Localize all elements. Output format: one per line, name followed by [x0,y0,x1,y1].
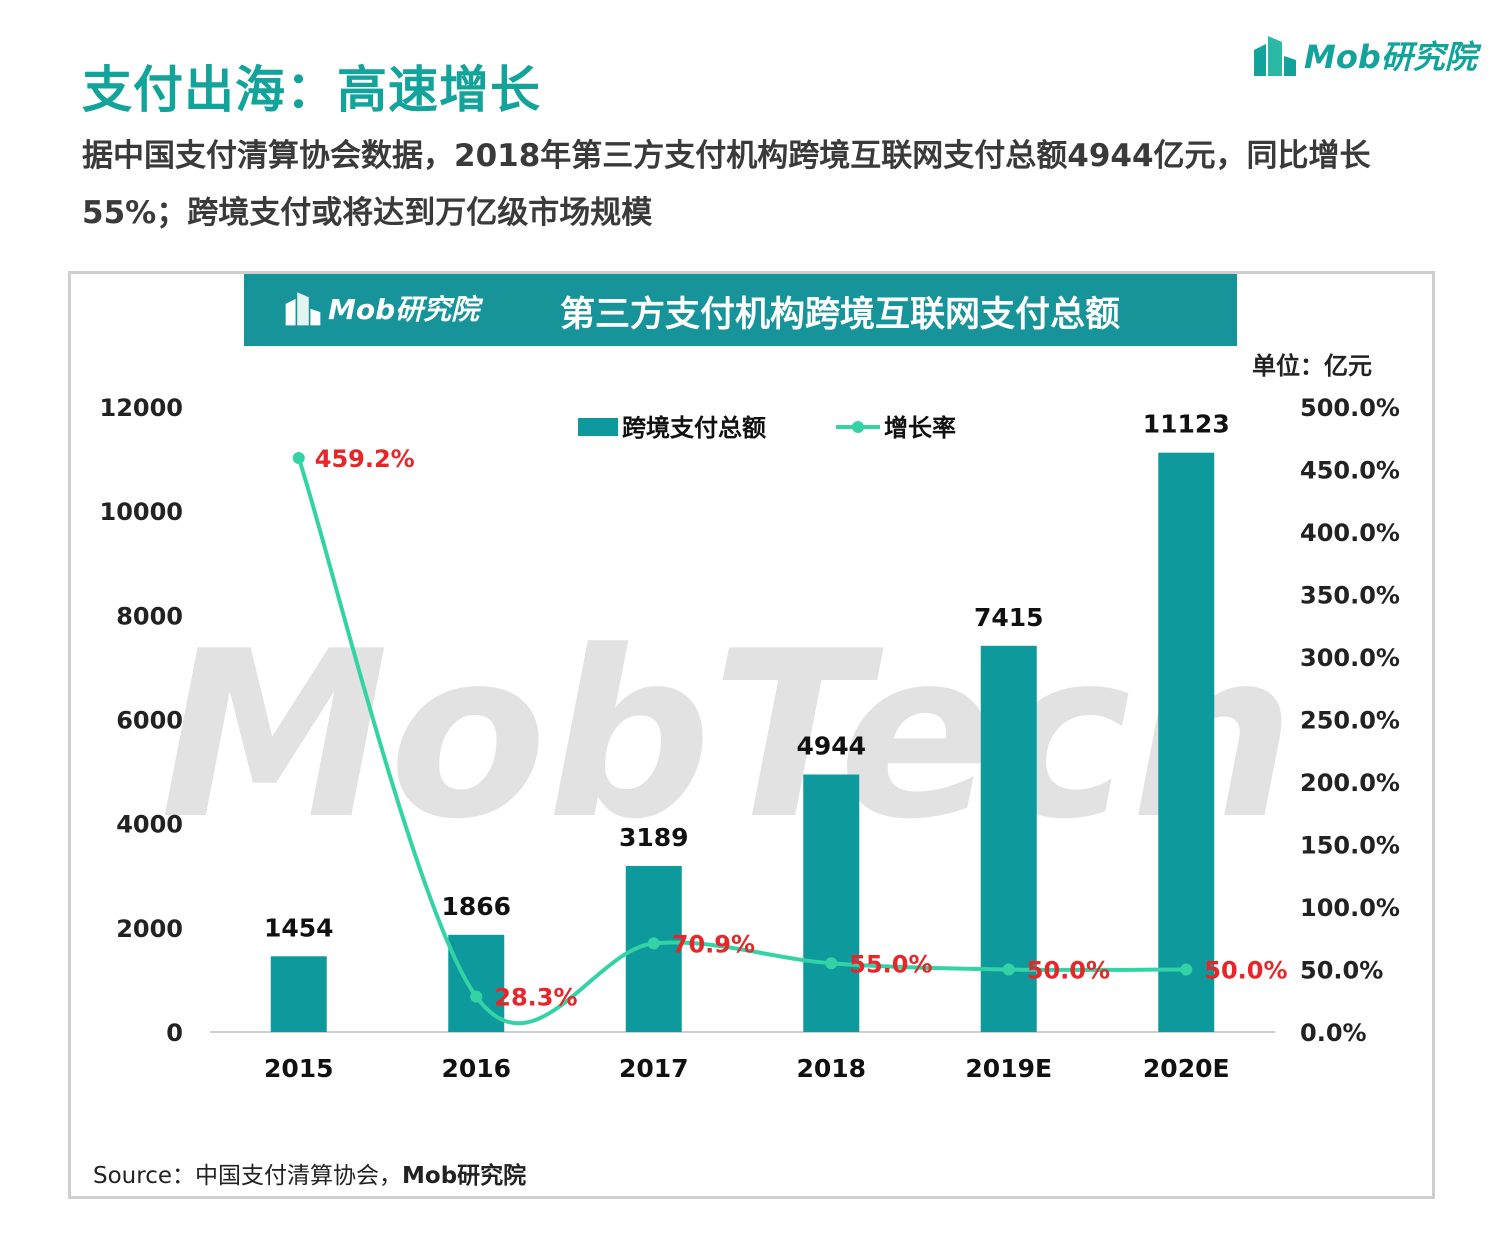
growth-rate-point [292,452,305,464]
growth-rate-label: 70.9% [672,930,755,958]
banner-logo: Mob研究院 [284,288,479,328]
source-brand: Mob研究院 [402,1163,527,1189]
y-right-tick-label: 500.0% [1300,394,1400,422]
y-right-tick-label: 200.0% [1300,769,1400,797]
legend-line-label: 增长率 [884,414,956,442]
y-left-tick-label: 6000 [116,707,183,735]
y-right-tick-label: 300.0% [1300,644,1400,672]
bar [803,774,860,1032]
brand-logo: Mob研究院 [1252,30,1477,80]
bar-value-label: 1866 [441,892,511,921]
brand-name: Mob研究院 [1304,38,1477,76]
y-right-tick-label: 0.0% [1300,1019,1367,1047]
bar-value-label: 7415 [974,603,1044,632]
y-right-tick-label: 150.0% [1300,832,1400,860]
y-left-tick-label: 12000 [100,394,184,422]
y-right-tick-label: 400.0% [1300,519,1400,547]
source-note: Source：中国支付清算协会，Mob研究院 [93,1156,526,1190]
x-tick-label: 2015 [264,1054,334,1083]
y-left-tick-label: 2000 [116,915,183,943]
source-prefix: Source：中国支付清算协会， [93,1163,402,1189]
bar [270,956,327,1032]
growth-rate-label: 55.0% [849,950,932,978]
y-left-tick-label: 4000 [116,811,183,839]
building-logo-icon [1254,36,1296,76]
x-tick-label: 2019E [965,1054,1052,1083]
chart-title: 第三方支付机构跨境互联网支付总额 [560,295,1121,335]
x-tick-label: 2016 [441,1054,511,1083]
y-right-tick-label: 100.0% [1300,894,1400,922]
y-left-tick-label: 10000 [100,498,184,526]
growth-rate-point [1002,963,1015,976]
x-tick-label: 2018 [796,1054,866,1083]
bar-value-label: 3189 [619,823,689,852]
y-right-tick-label: 450.0% [1300,457,1400,485]
y-left-tick-label: 8000 [116,602,183,630]
x-tick-label: 2020E [1143,1054,1230,1083]
growth-rate-point [1180,963,1193,976]
y-right-tick-label: 50.0% [1300,957,1383,985]
bar-value-label: 1454 [264,913,334,942]
bar-value-label: 11123 [1143,410,1230,439]
x-tick-label: 2017 [619,1054,689,1083]
legend-line-marker [852,421,864,433]
growth-rate-label: 50.0% [1204,957,1287,985]
unit-label: 单位：亿元 [1252,352,1372,380]
growth-rate-label: 50.0% [1027,957,1110,985]
page-title: 支付出海：高速增长 [82,61,541,119]
growth-rate-point [470,990,483,1003]
bar [1158,452,1215,1032]
y-left-tick-label: 0 [166,1019,183,1047]
watermark-text: MobTech [160,603,1295,870]
y-right-tick-label: 250.0% [1300,707,1400,735]
legend-bar-swatch [578,418,618,436]
bar-value-label: 4944 [796,732,866,761]
legend-bar-label: 跨境支付总额 [622,414,766,442]
y-right-tick-label: 350.0% [1300,582,1400,610]
chart-banner: Mob研究院 第三方支付机构跨境互联网支付总额 [244,274,1237,346]
growth-rate-label: 28.3% [494,984,577,1012]
banner-brand-name: Mob研究院 [328,293,480,326]
growth-rate-label: 459.2% [315,445,415,473]
growth-rate-point [647,937,660,950]
building-logo-icon [285,292,321,326]
growth-rate-point [825,957,838,970]
page-subtitle: 据中国支付清算协会数据，2018年第三方支付机构跨境互联网支付总额4944亿元，… [82,138,1371,231]
